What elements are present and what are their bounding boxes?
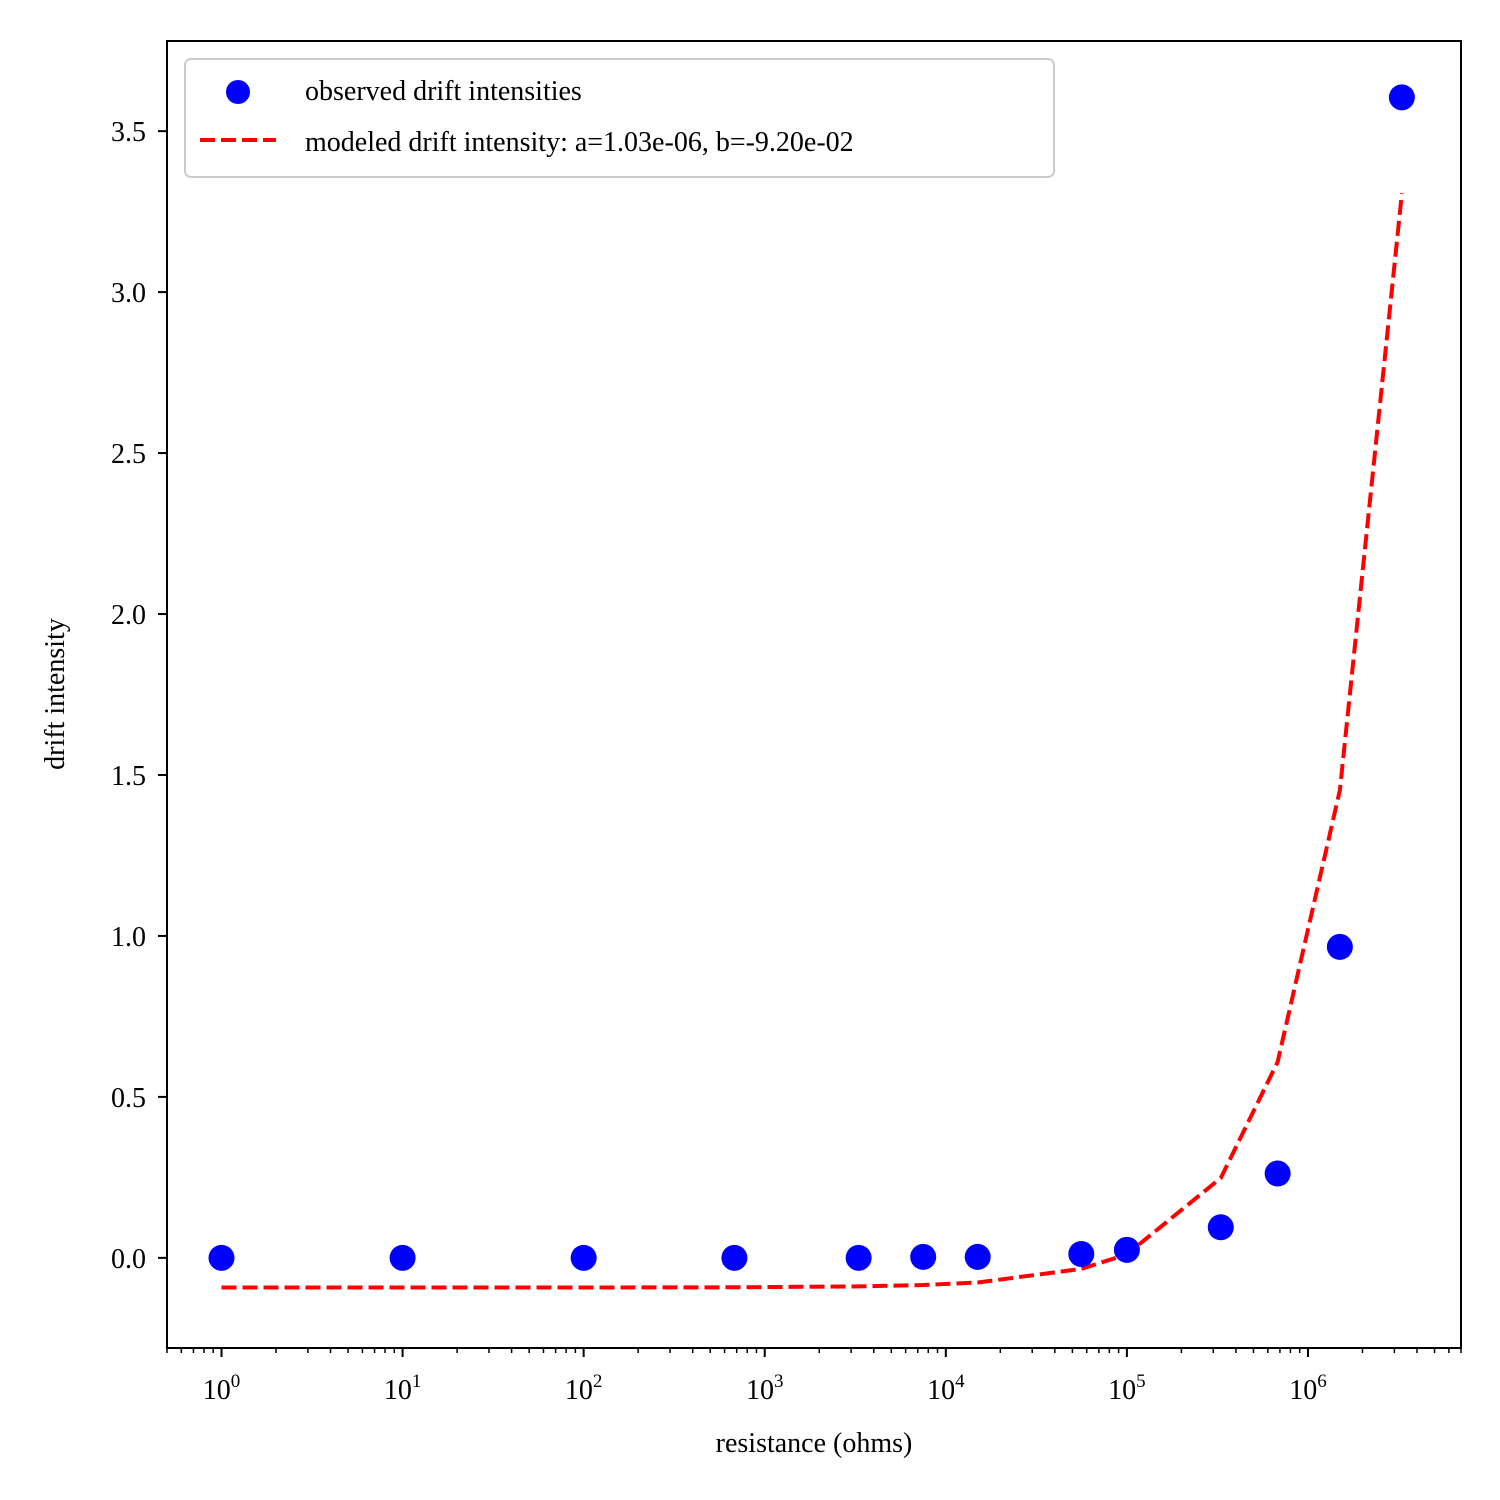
- y-tick-label: 1.0: [111, 922, 146, 953]
- observed-point: [208, 1244, 235, 1271]
- x-axis-title: resistance (ohms): [716, 1428, 913, 1459]
- x-axis: 100 101 102 103 104 105 106: [166, 1348, 1462, 1406]
- legend-label-observed: observed drift intensities: [305, 76, 582, 107]
- y-tick-label: 3.0: [111, 278, 146, 309]
- x-tick-label: 103: [746, 1371, 784, 1406]
- plot-area: [166, 40, 1462, 1349]
- x-tick-label: 105: [1108, 1371, 1146, 1406]
- observed-point: [845, 1244, 872, 1271]
- observed-point: [964, 1243, 991, 1270]
- y-tick-label: 0.0: [111, 1244, 146, 1275]
- legend-label-modeled: modeled drift intensity: a=1.03e-06, b=-…: [305, 127, 854, 158]
- observed-point: [389, 1244, 416, 1271]
- observed-point: [1326, 933, 1353, 960]
- axes-frame: [166, 40, 1462, 1349]
- observed-point: [1388, 84, 1415, 111]
- observed-point: [1264, 1160, 1291, 1187]
- x-tick-label: 106: [1289, 1371, 1327, 1406]
- legend-frame: [184, 58, 1055, 178]
- series-layer: [208, 84, 1415, 1290]
- y-axis: 0.0 0.5 1.0 1.5 2.0 2.5 3.0 3.5: [111, 117, 167, 1275]
- observed-point: [1113, 1236, 1140, 1263]
- observed-point: [721, 1244, 748, 1271]
- observed-point: [1068, 1240, 1095, 1267]
- observed-point: [570, 1244, 597, 1271]
- observed-point: [910, 1243, 937, 1270]
- legend: observed drift intensities modeled drift…: [184, 58, 1055, 178]
- legend-marker-observed: [226, 80, 250, 104]
- observed-point: [1207, 1214, 1234, 1241]
- x-tick-label: 104: [927, 1371, 965, 1406]
- y-tick-label: 1.5: [111, 761, 146, 792]
- x-tick-label: 102: [565, 1371, 603, 1406]
- y-tick-label: 3.5: [111, 117, 146, 148]
- y-tick-label: 2.5: [111, 439, 146, 470]
- y-tick-label: 0.5: [111, 1083, 146, 1114]
- y-axis-title: drift intensity: [40, 618, 71, 770]
- x-tick-label: 100: [203, 1371, 241, 1406]
- modeled-drift-line: [221, 193, 1404, 1290]
- x-tick-label: 101: [384, 1371, 422, 1406]
- y-tick-label: 2.0: [111, 600, 146, 631]
